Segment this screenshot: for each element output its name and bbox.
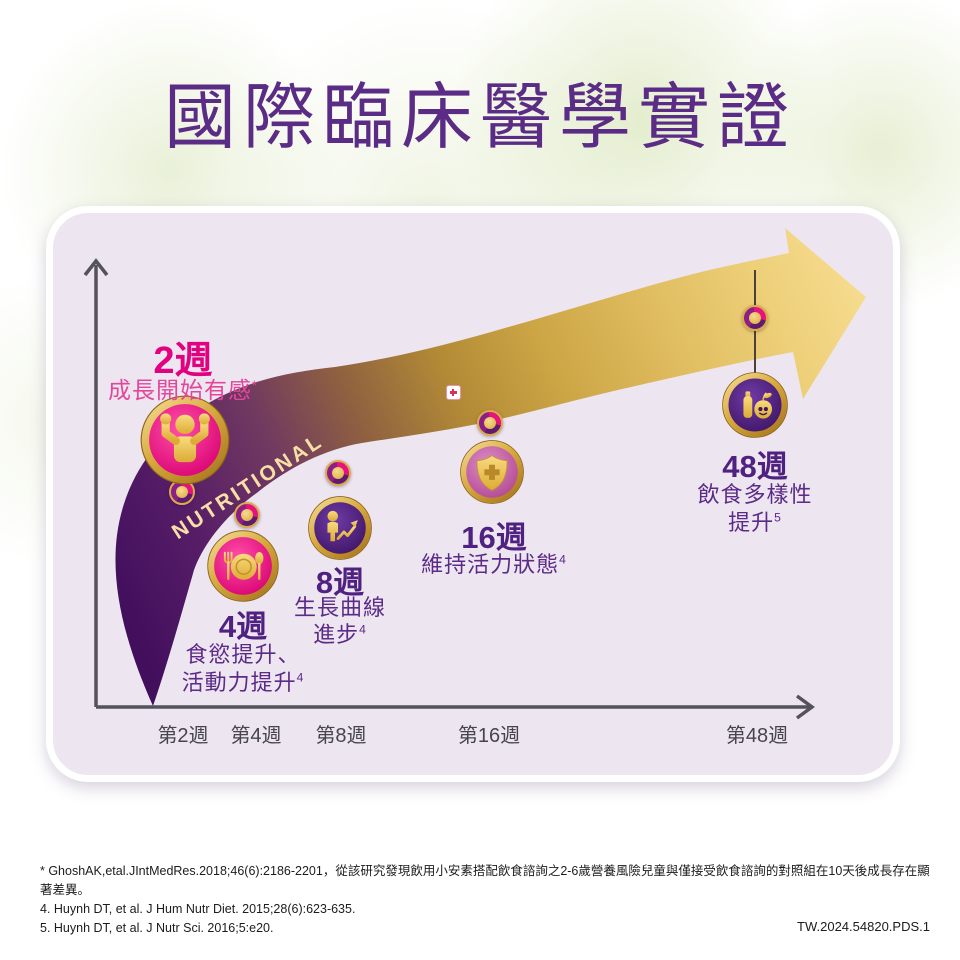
x-axis-arrowhead-icon [795, 694, 815, 720]
milestone-week4-desc-line2: 活動力提升4 [143, 665, 343, 697]
x-tick-week16: 第16週 [457, 725, 521, 747]
milestone-week4-footnote-ref: 4 [296, 670, 305, 685]
footnote-5: 5. Huynh DT, et al. J Nutr Sci. 2016;5:e… [40, 921, 274, 935]
footnotes: * GhoshAK,etal.JIntMedRes.2018;46(6):218… [40, 862, 935, 938]
milestone-dot-week16 [477, 410, 503, 436]
milestone-week8-footnote-ref: 4 [359, 622, 367, 637]
x-tick-week2: 第2週 [157, 725, 209, 747]
milestone-dot-week8 [325, 460, 351, 486]
growth-arrow-chart [83, 228, 867, 720]
milestone-week16-desc-text: 維持活力狀態 [421, 552, 560, 577]
milestone-week2-desc: 成長開始有感* [73, 371, 293, 405]
footnote-4: 4. Huynh DT, et al. J Hum Nutr Diet. 201… [40, 902, 356, 916]
milestone-week2-footnote-ref: * [252, 378, 258, 393]
milestone-week8-desc-text: 進步 [313, 622, 360, 647]
shield-plus-icon [459, 439, 525, 505]
milestone-dot-week4 [234, 502, 260, 528]
milestone-week8-desc-line1: 生長曲線 [293, 595, 386, 620]
milestone-week16-label: 16週 [461, 520, 527, 555]
document-code: TW.2024.54820.PDS.1 [797, 919, 930, 934]
apple-bottle-icon [721, 371, 789, 439]
milestone-week8-desc-line2: 進步4 [240, 617, 440, 649]
milestone-week4-label: 4週 [218, 609, 268, 644]
growth-curve-icon [307, 495, 373, 561]
flex-kid-icon [139, 394, 231, 486]
milestone-week16-desc: 維持活力狀態4 [384, 547, 604, 579]
milestone-dot-week2 [169, 479, 195, 505]
milestone-week2-label: 2週 [153, 340, 213, 382]
milestone-week48-label: 48週 [722, 449, 788, 484]
y-axis-arrowhead-icon [83, 258, 109, 277]
milestone-dot-week48 [742, 305, 768, 331]
milestone-week2-desc-text: 成長開始有感 [108, 377, 253, 403]
milestone-week48-footnote-ref: 5 [774, 510, 782, 525]
timeline-chart-area: NUTRITIONAL [53, 213, 893, 775]
x-tick-week4: 第4週 [230, 725, 282, 747]
milestone-week48-desc-line2: 提升5 [655, 505, 855, 537]
x-tick-week8: 第8週 [315, 725, 367, 747]
milestone-week8-label: 8週 [315, 565, 365, 600]
x-tick-week48: 第48週 [725, 725, 789, 747]
milestone-week4-desc-text: 活動力提升 [181, 670, 297, 695]
growth-swoosh-arrow [115, 228, 867, 706]
milestone-week48-desc-line1: 飲食多樣性 [697, 482, 813, 507]
plus-badge-icon [446, 385, 461, 400]
footnote-asterisk: * GhoshAK,etal.JIntMedRes.2018;46(6):218… [40, 864, 930, 897]
milestone-week48-desc-text: 提升 [728, 510, 775, 535]
milestone-week4-desc-line1: 食慾提升、 [185, 642, 301, 667]
milestone-week16-footnote-ref: 4 [559, 552, 567, 567]
page-title: 國際臨床醫學實證 [163, 78, 796, 158]
timeline-chart-panel: NUTRITIONAL [46, 206, 900, 782]
meal-plate-icon [206, 529, 280, 603]
